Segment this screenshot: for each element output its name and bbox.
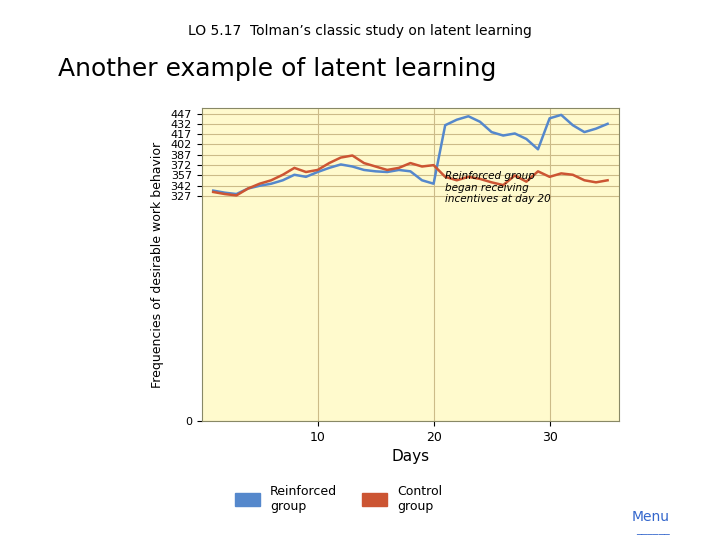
Text: Reinforced group
began receiving
incentives at day 20: Reinforced group began receiving incenti… — [445, 171, 551, 204]
Text: Menu: Menu — [631, 510, 670, 524]
Text: Another example of latent learning: Another example of latent learning — [58, 57, 496, 80]
Y-axis label: Frequencies of desirable work behavior: Frequencies of desirable work behavior — [150, 141, 163, 388]
Legend: Reinforced
group, Control
group: Reinforced group, Control group — [230, 480, 447, 517]
Text: LO 5.17  Tolman’s classic study on latent learning: LO 5.17 Tolman’s classic study on latent… — [188, 24, 532, 38]
Text: ______: ______ — [636, 525, 670, 535]
X-axis label: Days: Days — [392, 449, 429, 464]
